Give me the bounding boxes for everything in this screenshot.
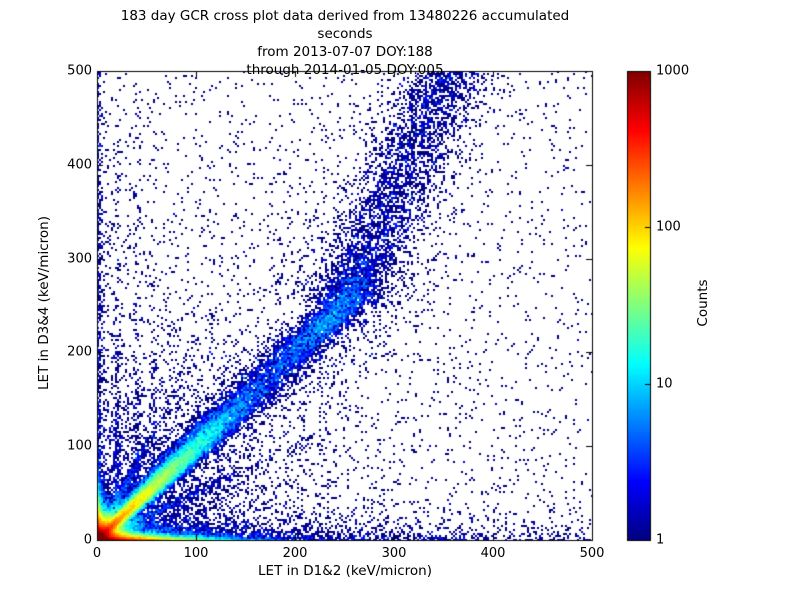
colorbar-tick-label: 1: [656, 532, 665, 548]
x-tick-label: 0: [92, 546, 102, 561]
y-tick-label: 100: [67, 438, 92, 454]
x-tick-label: 400: [480, 546, 506, 561]
y-tick-label: 400: [67, 157, 92, 173]
x-tick-label: 100: [183, 546, 209, 561]
y-tick-label: 500: [67, 63, 92, 79]
x-axis-label: LET in D1&2 (keV/micron): [258, 563, 432, 579]
x-tick-label: 200: [282, 546, 308, 561]
title-line-1: 183 day GCR cross plot data derived from…: [120, 8, 570, 42]
y-tick-label: 0: [83, 532, 92, 548]
title-line-3: through 2014-01-05 DOY:005: [246, 62, 444, 78]
x-tick-label: 300: [381, 546, 407, 561]
colorbar-tick-label: 1000: [656, 63, 690, 79]
chart-title: 183 day GCR cross plot data derived from…: [97, 7, 593, 79]
colorbar-tick-label: 10: [656, 376, 673, 392]
y-tick-label: 300: [67, 251, 92, 267]
y-axis-label: LET in D3&4 (keV/micron): [36, 216, 52, 390]
title-line-2: from 2013-07-07 DOY:188: [257, 44, 433, 60]
colorbar-label: Counts: [695, 279, 711, 327]
x-tick-label: 500: [579, 546, 605, 561]
colorbar-tick-label: 100: [656, 219, 681, 235]
y-tick-label: 200: [67, 344, 92, 360]
